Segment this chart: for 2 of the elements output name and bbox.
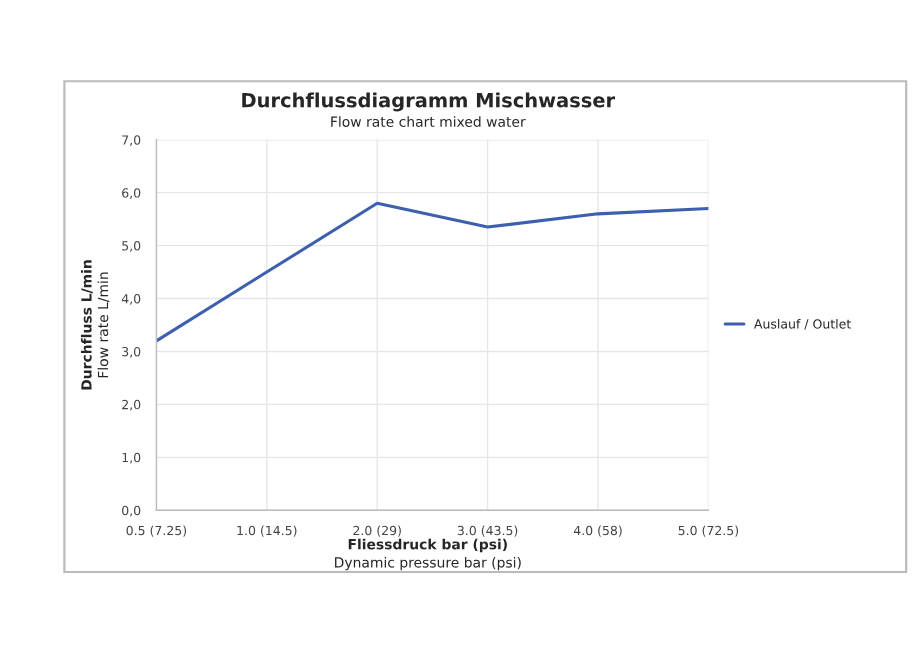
chart-title: Durchflussdiagramm Mischwasser — [242, 92, 616, 112]
line-series — [156, 201, 709, 343]
